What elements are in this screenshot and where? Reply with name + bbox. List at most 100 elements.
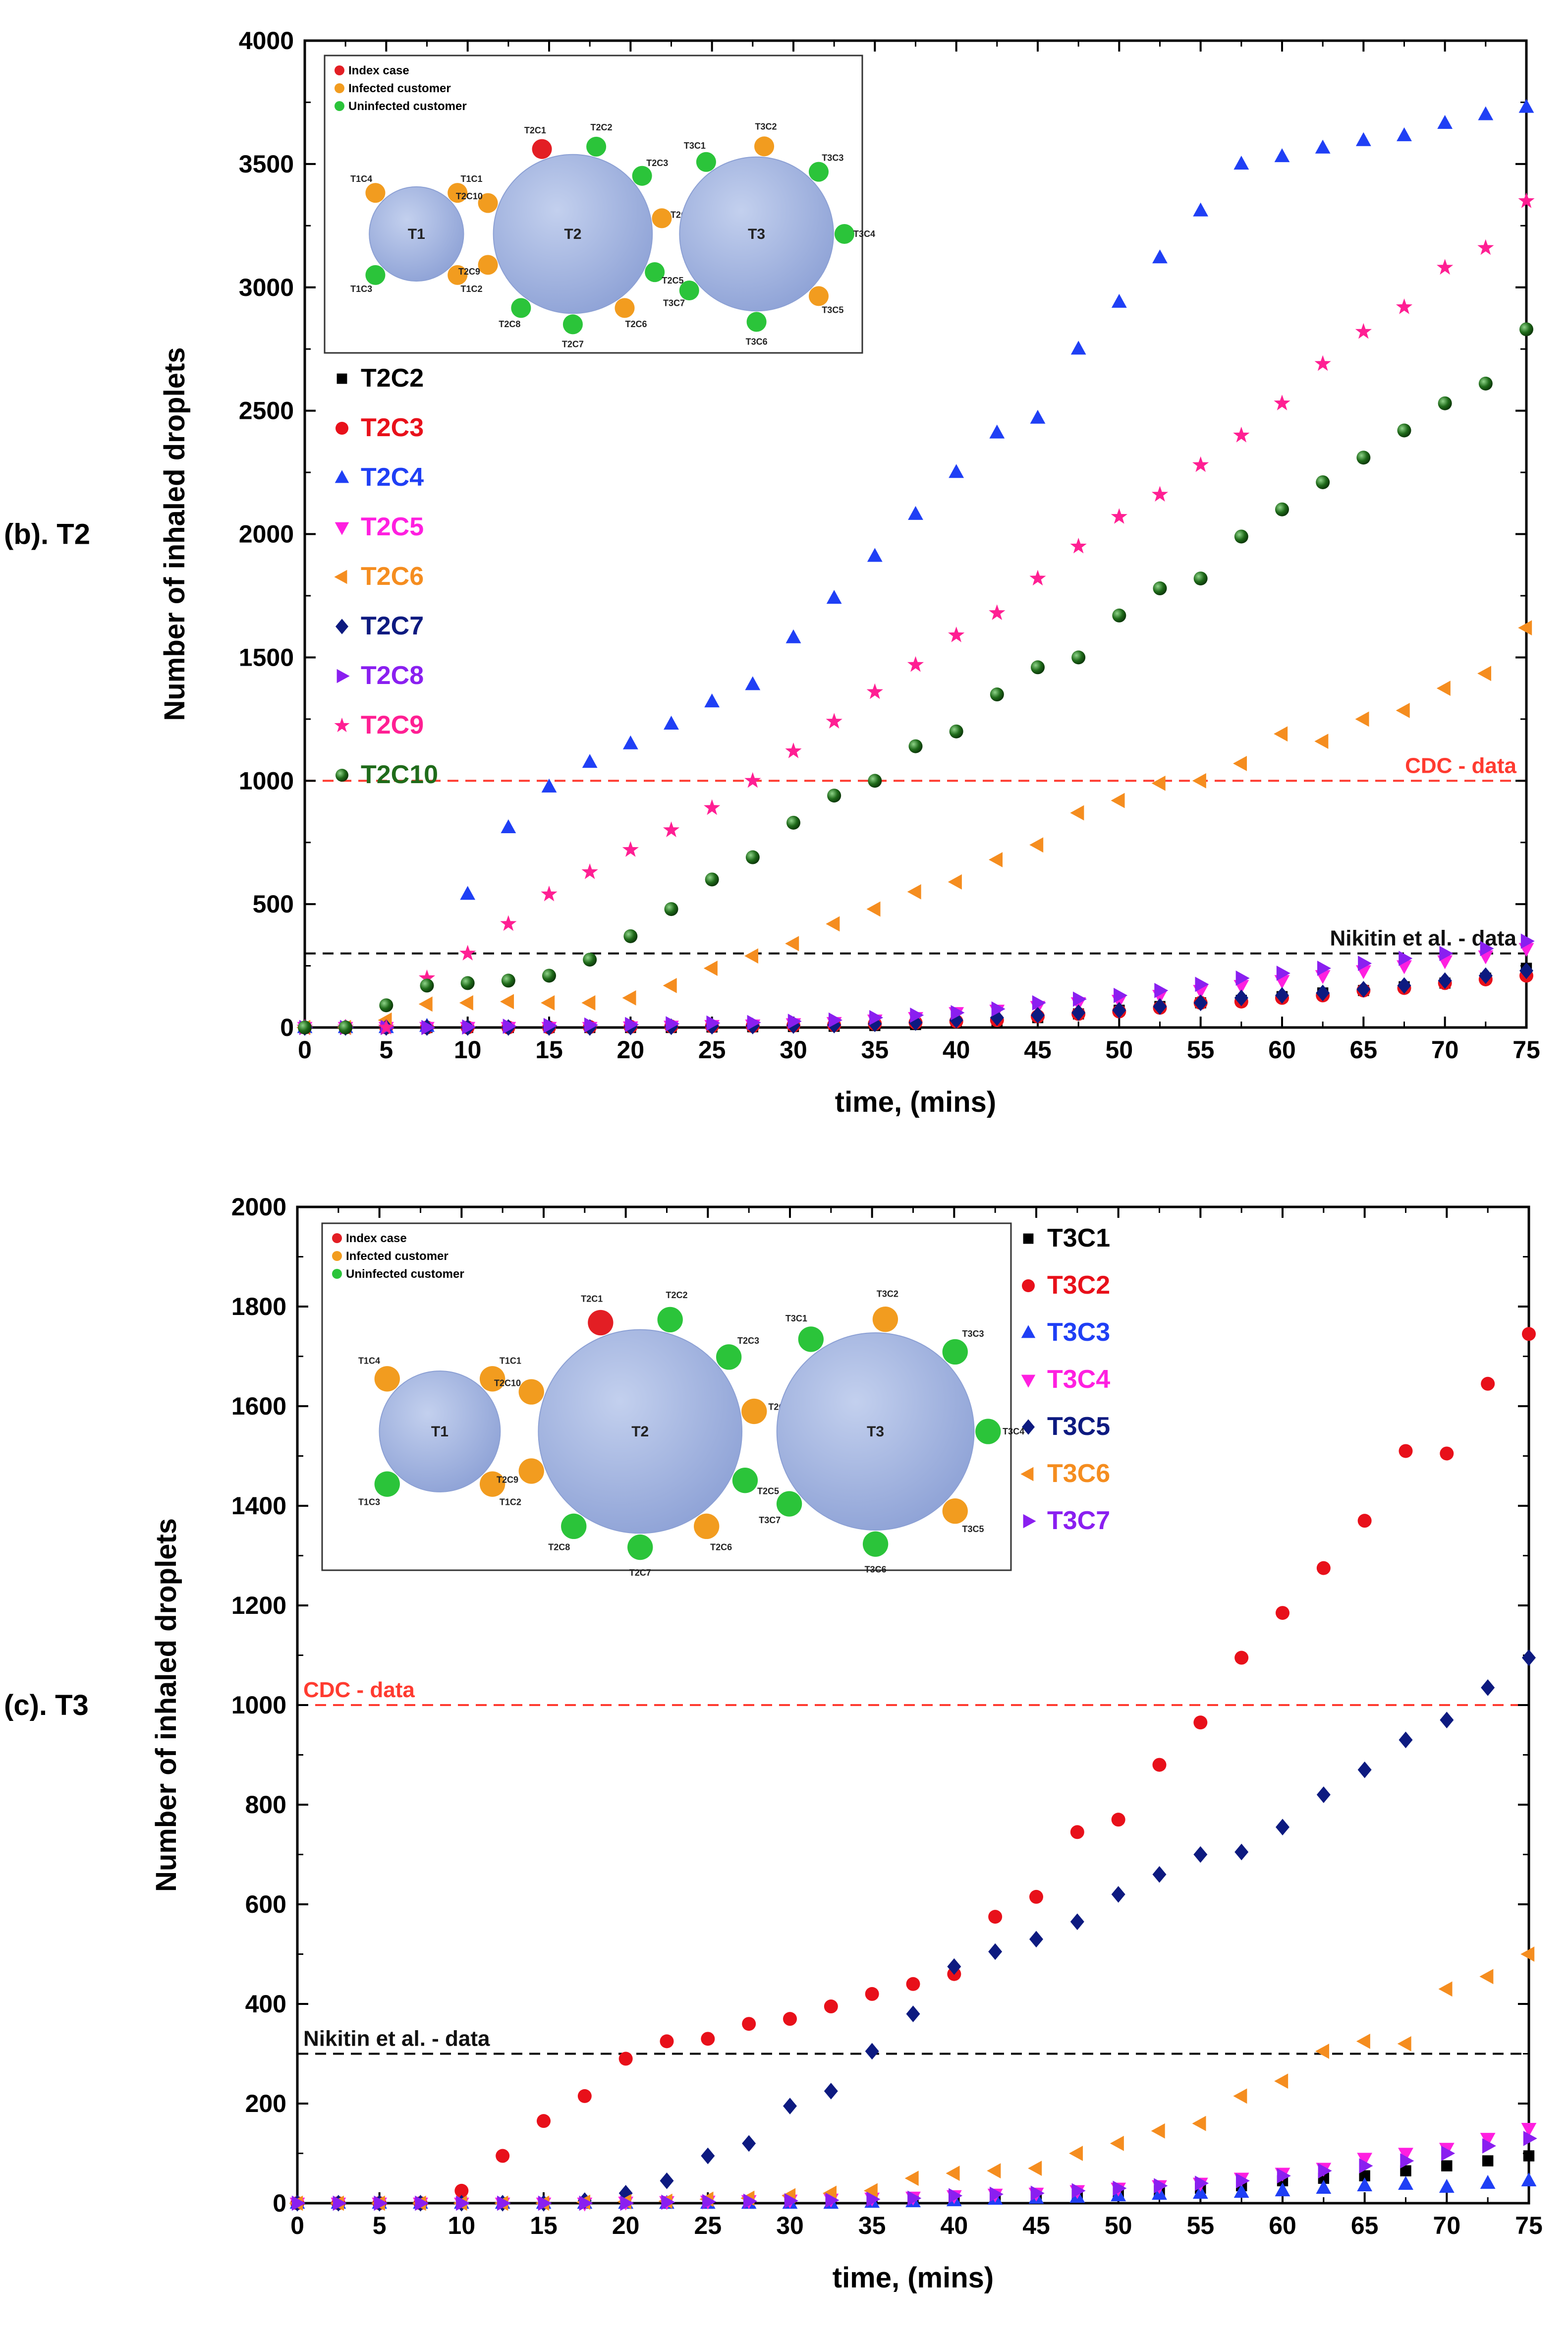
x-tick-label: 45 bbox=[1024, 1036, 1052, 1064]
data-point bbox=[1400, 2153, 1414, 2168]
inset-diagram: Index case Infected customer Uninfected cu… bbox=[321, 1222, 1024, 1578]
y-tick-label: 1000 bbox=[239, 767, 294, 795]
data-point bbox=[1031, 1007, 1045, 1024]
data-point bbox=[622, 735, 638, 749]
data-point bbox=[1521, 2123, 1537, 2137]
data-point bbox=[541, 885, 558, 902]
legend-marker bbox=[334, 570, 347, 584]
seat-marker bbox=[746, 312, 767, 332]
data-point bbox=[1151, 2123, 1165, 2139]
data-point bbox=[541, 995, 555, 1011]
data-point bbox=[1111, 1813, 1125, 1827]
data-point bbox=[1029, 1889, 1043, 1904]
data-point bbox=[1233, 756, 1247, 771]
data-point bbox=[825, 2192, 840, 2208]
data-point bbox=[579, 2195, 593, 2211]
data-point bbox=[664, 902, 678, 916]
y-tick-label: 2000 bbox=[239, 520, 294, 548]
y-tick-label: 0 bbox=[273, 2189, 286, 2217]
seat-label: T3C2 bbox=[877, 1289, 898, 1299]
seat-marker bbox=[365, 183, 386, 203]
seat-marker bbox=[942, 1498, 968, 1524]
seat-marker bbox=[532, 139, 552, 159]
data-point bbox=[664, 715, 679, 730]
data-point bbox=[581, 995, 596, 1011]
data-point bbox=[1481, 1376, 1495, 1391]
data-point bbox=[1070, 805, 1084, 821]
data-point bbox=[706, 1015, 721, 1031]
data-point bbox=[907, 656, 924, 672]
y-tick-label: 1400 bbox=[231, 1492, 286, 1520]
x-tick-label: 0 bbox=[298, 1036, 312, 1064]
legend-marker bbox=[334, 717, 350, 733]
seat-marker bbox=[478, 255, 498, 275]
data-point bbox=[1480, 941, 1494, 957]
seat-label: T3C7 bbox=[663, 298, 685, 308]
data-point bbox=[1193, 202, 1209, 217]
seat-label: T2C1 bbox=[581, 1294, 603, 1304]
seat-label: T2C10 bbox=[494, 1378, 521, 1388]
data-point bbox=[1316, 1561, 1331, 1575]
seat-marker bbox=[716, 1344, 742, 1370]
data-point bbox=[1519, 962, 1533, 979]
legend-label: T2C7 bbox=[361, 612, 424, 640]
table-t1 bbox=[369, 186, 464, 282]
seat-label: T1C4 bbox=[358, 1356, 380, 1366]
seat-marker bbox=[479, 1366, 505, 1392]
data-point bbox=[1520, 1946, 1535, 1962]
data-point bbox=[1069, 2146, 1083, 2161]
data-point bbox=[949, 2188, 963, 2204]
legend-marker bbox=[335, 470, 349, 483]
data-point bbox=[910, 1007, 924, 1023]
data-point bbox=[866, 2191, 881, 2207]
data-point bbox=[581, 863, 598, 879]
table-t3 bbox=[776, 1332, 975, 1531]
data-point bbox=[1070, 1913, 1084, 1930]
seat-marker bbox=[942, 1339, 968, 1365]
data-point bbox=[622, 990, 636, 1006]
x-tick-label: 70 bbox=[1433, 2212, 1461, 2239]
data-point bbox=[701, 2147, 715, 2165]
legend-marker bbox=[335, 522, 349, 535]
data-point bbox=[1396, 298, 1413, 314]
data-point bbox=[1276, 1819, 1289, 1836]
seat-label: T3C5 bbox=[962, 1524, 984, 1534]
data-point bbox=[1317, 961, 1331, 976]
seat-label: T3C1 bbox=[684, 141, 706, 151]
data-point bbox=[1233, 156, 1249, 170]
data-point bbox=[1193, 1715, 1208, 1730]
data-point bbox=[1070, 1825, 1084, 1839]
data-point bbox=[869, 1010, 884, 1026]
data-point bbox=[1438, 396, 1452, 410]
data-point bbox=[661, 2194, 675, 2210]
seat-marker bbox=[872, 1307, 898, 1332]
data-point bbox=[1396, 702, 1410, 718]
data-point bbox=[868, 774, 882, 788]
data-point bbox=[415, 2195, 429, 2211]
data-point bbox=[701, 2032, 715, 2046]
x-tick-label: 65 bbox=[1351, 2212, 1379, 2239]
data-point bbox=[663, 977, 677, 993]
seat-label: T2C7 bbox=[629, 1568, 651, 1578]
data-point bbox=[1233, 2088, 1247, 2104]
x-tick-label: 55 bbox=[1187, 1036, 1215, 1064]
seat-label: T1C1 bbox=[500, 1356, 521, 1366]
seat-label: T2C2 bbox=[590, 122, 612, 132]
data-point bbox=[625, 1017, 639, 1032]
data-point bbox=[1437, 114, 1453, 129]
x-tick-label: 5 bbox=[379, 1036, 393, 1064]
y-tick-label: 3500 bbox=[239, 150, 294, 178]
seat-marker bbox=[679, 280, 699, 301]
x-tick-label: 0 bbox=[290, 2212, 304, 2239]
data-point bbox=[906, 2005, 920, 2022]
reference-line-label: Nikitin et al. - data bbox=[303, 2027, 490, 2051]
legend-label: T2C5 bbox=[361, 513, 424, 541]
data-point bbox=[908, 739, 923, 753]
data-point bbox=[1520, 933, 1535, 949]
chart-panel-t3: CDC - data Nikitin et al. - data 0 5 10 15 20 2… bbox=[4, 1193, 1543, 2294]
seat-marker bbox=[615, 298, 635, 318]
data-point bbox=[1277, 2168, 1291, 2184]
data-point bbox=[1399, 1444, 1413, 1458]
x-tick-label: 25 bbox=[694, 2212, 722, 2239]
data-point bbox=[582, 754, 598, 768]
